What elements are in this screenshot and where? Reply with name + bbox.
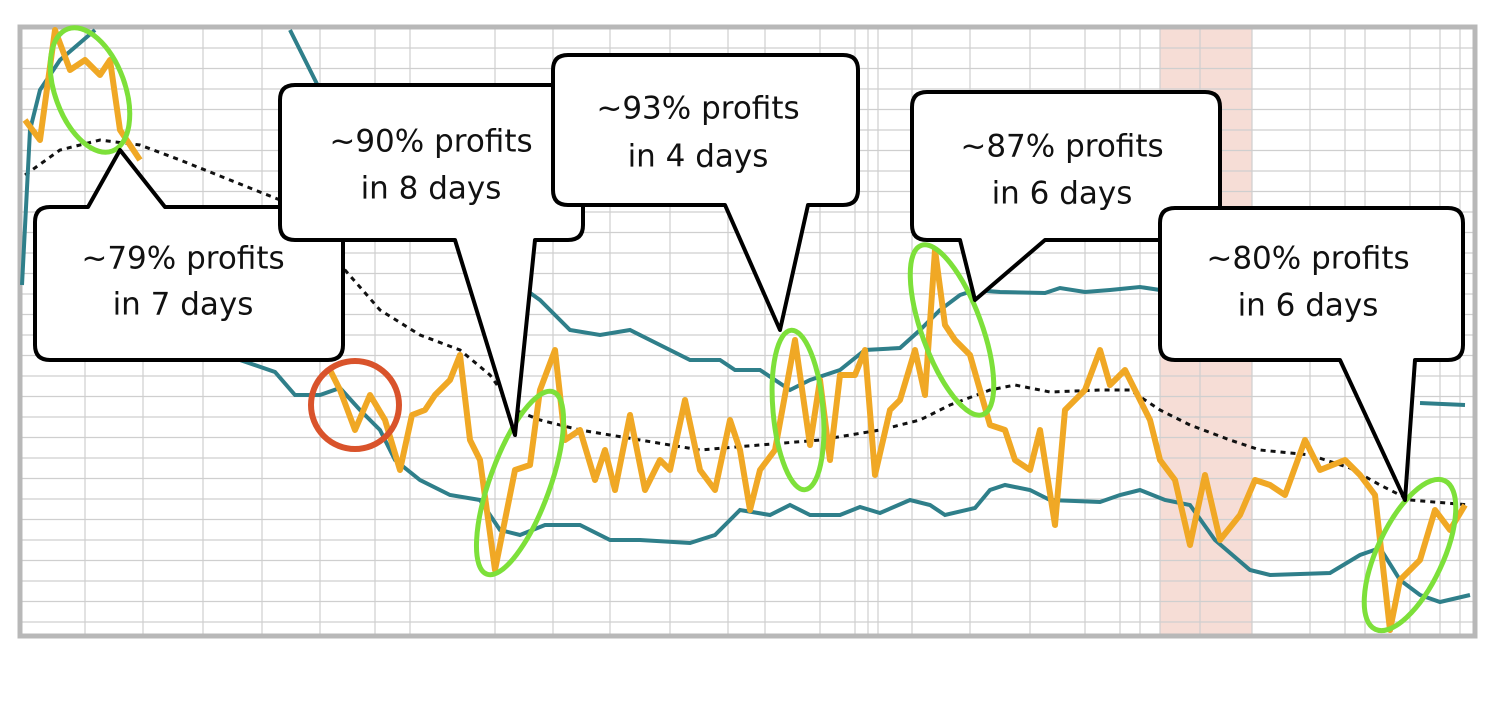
price-line — [327, 247, 1468, 633]
callout: ~93% profits in 4 days — [551, 53, 860, 332]
callout-text: ~93% profits — [596, 91, 799, 127]
plot-frame — [17, 24, 1478, 639]
callout-text: ~79% profits — [81, 241, 284, 277]
callout-text: ~87% profits — [960, 129, 1163, 165]
lower-band — [239, 358, 1471, 605]
callout-box — [1158, 206, 1465, 502]
highlight-ellipse — [473, 388, 567, 578]
callout: ~87% profits in 6 days — [910, 90, 1222, 302]
highlight-ellipse — [1361, 476, 1459, 634]
highlight-ellipse — [907, 242, 997, 418]
upper-band — [20, 28, 97, 286]
callout-text: in 6 days — [992, 176, 1133, 212]
highlight-ellipse — [47, 25, 133, 155]
highlight-ellipse — [769, 327, 827, 493]
callout-text: in 7 days — [113, 287, 254, 323]
callout-text: in 4 days — [628, 139, 769, 175]
callout-text: ~90% profits — [329, 124, 532, 160]
upper-band — [1419, 401, 1466, 407]
callout: ~79% profits in 7 days — [33, 148, 345, 362]
callout: ~80% profits in 6 days — [1158, 206, 1465, 502]
callout-text: ~80% profits — [1206, 241, 1409, 277]
warning-circle — [308, 358, 402, 452]
callout-text: in 8 days — [361, 171, 502, 207]
callout-box — [551, 53, 860, 332]
callout: ~90% profits in 8 days — [278, 83, 585, 437]
price-line — [22, 27, 143, 162]
callout-text: in 6 days — [1238, 288, 1379, 324]
callout-box — [910, 90, 1222, 302]
